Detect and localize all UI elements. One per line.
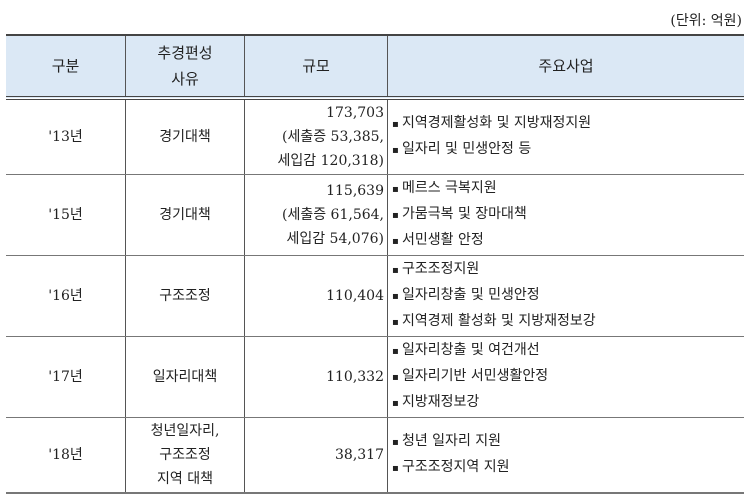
header-reason: 추경편성 사유 bbox=[125, 34, 245, 100]
main-projects-cell: 메르스 극복지원가뭄극복 및 장마대책서민생활 안정 bbox=[387, 174, 744, 256]
header-main-projects: 주요사업 bbox=[387, 34, 744, 100]
header-scale: 규모 bbox=[244, 34, 388, 100]
scale-cell: 173,703 (세출증 53,385, 세입감 120,318) bbox=[244, 98, 388, 175]
scale-cell-line: 115,639 bbox=[326, 183, 384, 199]
main-projects-cell-line: 지방재정보강 bbox=[392, 390, 743, 416]
scale-cell-line: 110,332 bbox=[326, 369, 384, 385]
scale-cell: 115,639 (세출증 61,564, 세입감 54,076) bbox=[244, 174, 388, 256]
main-projects-cell-line: 지역경제 활성화 및 지방재정보강 bbox=[392, 309, 743, 335]
scale-cell-line: (세출증 61,564, bbox=[282, 207, 384, 223]
reason-cell-line: 경기대책 bbox=[159, 207, 211, 223]
scale-cell-line: 세입감 120,318) bbox=[277, 153, 384, 169]
reason-cell-line: 일자리대책 bbox=[152, 369, 218, 385]
reason-cell-line: 청년일자리, bbox=[150, 423, 220, 439]
main-projects-cell-line: 구조조정지원 bbox=[392, 257, 743, 283]
main-projects-cell-line: 메르스 극복지원 bbox=[392, 176, 743, 202]
main-projects-cell: 청년 일자리 지원구조조정지역 지원 bbox=[387, 417, 744, 494]
scale-cell-line: 110,404 bbox=[326, 288, 384, 304]
reason-cell-line: 지역 대책 bbox=[157, 471, 213, 487]
main-projects-cell: 지역경제활성화 및 지방재정지원일자리 및 민생안정 등 bbox=[387, 98, 744, 175]
year-cell: '15년 bbox=[6, 174, 126, 256]
main-projects-cell-line: 구조조정지역 지원 bbox=[392, 455, 743, 481]
scale-cell: 110,404 bbox=[244, 255, 388, 337]
scale-cell: 110,332 bbox=[244, 336, 388, 418]
year-cell: '13년 bbox=[6, 98, 126, 175]
main-projects-cell-line: 지역경제활성화 및 지방재정지원 bbox=[392, 111, 743, 137]
main-projects-cell-line: 일자리 및 민생안정 등 bbox=[392, 137, 743, 163]
reason-cell-line: 구조조정 bbox=[159, 288, 211, 304]
reason-cell: 일자리대책 bbox=[125, 336, 245, 418]
supplementary-budget-table: 구분 추경편성 사유 규모 주요사업 '13년 경기대책 173,703 (세출증 5… bbox=[6, 34, 744, 494]
main-projects-cell: 구조조정지원일자리창출 및 민생안정지역경제 활성화 및 지방재정보강 bbox=[387, 255, 744, 337]
scale-cell-line: 세입감 54,076) bbox=[286, 231, 384, 247]
main-projects-cell-line: 일자리창출 및 민생안정 bbox=[392, 283, 743, 309]
year-cell: '16년 bbox=[6, 255, 126, 337]
unit-label: (단위: 억원) bbox=[670, 13, 742, 29]
year-cell: '18년 bbox=[6, 417, 126, 494]
reason-cell: 경기대책 bbox=[125, 174, 245, 256]
reason-cell: 경기대책 bbox=[125, 98, 245, 175]
main-projects-cell-line: 청년 일자리 지원 bbox=[392, 429, 743, 455]
main-projects-cell: 일자리창출 및 여건개선일자리기반 서민생활안정지방재정보강 bbox=[387, 336, 744, 418]
main-projects-cell-line: 일자리창출 및 여건개선 bbox=[392, 338, 743, 364]
scale-cell-line: 38,317 bbox=[335, 447, 384, 463]
main-projects-cell-line: 가뭄극복 및 장마대책 bbox=[392, 202, 743, 228]
scale-cell-line: (세출증 53,385, bbox=[282, 129, 384, 145]
reason-cell: 구조조정 bbox=[125, 255, 245, 337]
main-projects-cell-line: 일자리기반 서민생활안정 bbox=[392, 364, 743, 390]
scale-cell-line: 173,703 bbox=[326, 105, 384, 121]
scale-cell: 38,317 bbox=[244, 417, 388, 494]
header-year: 구분 bbox=[6, 34, 126, 100]
header-row: 구분 추경편성 사유 규모 주요사업 bbox=[6, 34, 744, 100]
reason-cell-line: 구조조정 bbox=[159, 447, 211, 463]
main-projects-cell-line: 서민생활 안정 bbox=[392, 228, 743, 254]
year-cell: '17년 bbox=[6, 336, 126, 418]
reason-cell-line: 경기대책 bbox=[159, 129, 211, 145]
